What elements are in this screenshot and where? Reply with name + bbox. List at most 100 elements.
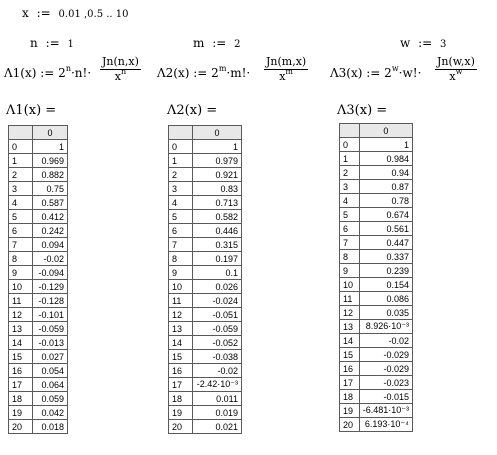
table-cell[interactable]: 0.1 [192, 265, 242, 280]
table-cell[interactable]: -0.129 [32, 279, 68, 294]
table-row: 12 -0.051 [168, 307, 242, 322]
table-cell[interactable]: -0.051 [192, 307, 242, 322]
table-cell[interactable]: -0.02 [192, 363, 242, 378]
table-cell[interactable]: -0.128 [32, 293, 68, 308]
table-cell[interactable]: 8.926·10⁻³ [358, 319, 414, 334]
table-cell[interactable]: 0.984 [358, 151, 414, 166]
table-cell[interactable]: 0.447 [358, 235, 414, 250]
table-cell[interactable]: -0.013 [32, 335, 68, 350]
table-cell[interactable]: 0.094 [32, 237, 68, 252]
table-cell[interactable]: 0.83 [192, 181, 242, 196]
table-row: 14 -0.02 [339, 333, 414, 348]
row-index: 0 [168, 139, 193, 154]
table-cell[interactable]: 1 [192, 139, 242, 154]
param-m-definition[interactable]: m := 2 [193, 36, 241, 50]
table-cell[interactable]: 0.561 [358, 221, 414, 236]
table-cell[interactable]: 0.154 [358, 277, 414, 292]
table-cell[interactable]: 0.78 [358, 193, 414, 208]
table-cell[interactable]: -0.015 [358, 389, 414, 404]
table-cell[interactable]: -2.42·10⁻³ [192, 377, 242, 392]
row-index: 15 [168, 349, 193, 364]
table-cell[interactable]: 0.018 [32, 419, 68, 434]
table-cell[interactable]: 0.94 [358, 165, 414, 180]
table-cell[interactable]: 0.87 [358, 179, 414, 194]
table-cell[interactable]: 0.042 [32, 405, 68, 420]
row-index: 1 [339, 151, 360, 166]
table-cell[interactable]: 0.713 [192, 195, 242, 210]
table-cell[interactable]: 0.026 [192, 279, 242, 294]
table-row: 20 0.021 [168, 419, 242, 434]
table-row: 12 0.035 [339, 305, 414, 320]
row-index: 4 [168, 195, 193, 210]
table-cell[interactable]: 0.035 [358, 305, 414, 320]
table-row: 2 0.882 [8, 167, 68, 182]
table-cell[interactable]: 0.059 [32, 391, 68, 406]
row-index: 3 [8, 181, 33, 196]
table-cell[interactable]: 0.412 [32, 209, 68, 224]
row-index: 2 [339, 165, 360, 180]
table-cell[interactable]: -0.038 [192, 349, 242, 364]
table-cell[interactable]: 0.021 [192, 419, 242, 434]
table-cell[interactable]: -0.029 [358, 347, 414, 362]
table-cell[interactable]: 0.019 [192, 405, 242, 420]
row-index: 13 [339, 319, 360, 334]
table-cell[interactable]: -0.023 [358, 375, 414, 390]
table-cell[interactable]: 0.969 [32, 153, 68, 168]
lambda2-result-table[interactable]: 0 0 1 1 0.979 2 0.921 3 0.83 4 0.713 5 0.582 6 0.446 7 0… [168, 125, 242, 434]
table-cell[interactable]: -0.02 [32, 251, 68, 266]
table-row: 9 0.1 [168, 265, 242, 280]
table-cell[interactable]: 1 [358, 137, 414, 152]
range-definition[interactable]: x := 0.01 ,0.5 .. 10 [22, 6, 129, 20]
table-cell[interactable]: 6.193·10⁻⁴ [358, 417, 414, 432]
lambda3-definition[interactable]: Λ3(x) := 2w·w!· [330, 64, 422, 81]
table-row: 1 0.984 [339, 151, 414, 166]
table-row: 2 0.94 [339, 165, 414, 180]
lambda2-fraction: Jn(m,x) xm [264, 55, 309, 83]
table-cell[interactable]: 0.921 [192, 167, 242, 182]
table-row: 6 0.446 [168, 223, 242, 238]
table-cell[interactable]: -0.02 [358, 333, 414, 348]
table-cell[interactable]: -0.101 [32, 307, 68, 322]
row-index: 3 [339, 179, 360, 194]
row-index: 5 [8, 209, 33, 224]
lambda3-result-table[interactable]: 0 0 1 1 0.984 2 0.94 3 0.87 4 0.78 5 0.674 6 0.561 7 0.4… [339, 123, 414, 432]
table-cell[interactable]: 0.054 [32, 363, 68, 378]
table-cell[interactable]: 0.446 [192, 223, 242, 238]
table-cell[interactable]: -0.029 [358, 361, 414, 376]
table-cell[interactable]: 0.242 [32, 223, 68, 238]
table-row: 16 -0.02 [168, 363, 242, 378]
table-cell[interactable]: 0.587 [32, 195, 68, 210]
table-cell[interactable]: 0.315 [192, 237, 242, 252]
row-index: 10 [168, 279, 193, 294]
table-cell[interactable]: 0.337 [358, 249, 414, 264]
table-cell[interactable]: -0.094 [32, 265, 68, 280]
table-cell[interactable]: -0.024 [192, 293, 242, 308]
table-cell[interactable]: -0.059 [192, 321, 242, 336]
table-cell[interactable]: -0.059 [32, 321, 68, 336]
table-row: 11 0.086 [339, 291, 414, 306]
table-cell[interactable]: 0.239 [358, 263, 414, 278]
table-cell[interactable]: 0.011 [192, 391, 242, 406]
table-cell[interactable]: 0.979 [192, 153, 242, 168]
table-row: 4 0.587 [8, 195, 68, 210]
table-cell[interactable]: 0.75 [32, 181, 68, 196]
param-w-definition[interactable]: w := 3 [400, 36, 447, 50]
table-cell[interactable]: 1 [32, 139, 68, 154]
table-row: 4 0.78 [339, 193, 414, 208]
table-cell[interactable]: 0.197 [192, 251, 242, 266]
table-cell[interactable]: 0.882 [32, 167, 68, 182]
lambda1-definition[interactable]: Λ1(x) := 2n·n!· [4, 64, 92, 81]
table-cell[interactable]: -0.052 [192, 335, 242, 350]
param-n-definition[interactable]: n := 1 [30, 36, 74, 50]
table-cell[interactable]: -6.481·10⁻³ [358, 403, 414, 418]
table-row: 18 0.011 [168, 391, 242, 406]
table-cell[interactable]: 0.064 [32, 377, 68, 392]
row-index: 18 [8, 391, 33, 406]
lambda1-result-table[interactable]: 0 0 1 1 0.969 2 0.882 3 0.75 4 0.587 5 0.412 6 0.242 7 0… [8, 125, 68, 434]
row-index: 7 [168, 237, 193, 252]
table-cell[interactable]: 0.582 [192, 209, 242, 224]
table-cell[interactable]: 0.086 [358, 291, 414, 306]
table-cell[interactable]: 0.027 [32, 349, 68, 364]
table-cell[interactable]: 0.674 [358, 207, 414, 222]
lambda2-definition[interactable]: Λ2(x) := 2m·m!· [157, 64, 251, 81]
